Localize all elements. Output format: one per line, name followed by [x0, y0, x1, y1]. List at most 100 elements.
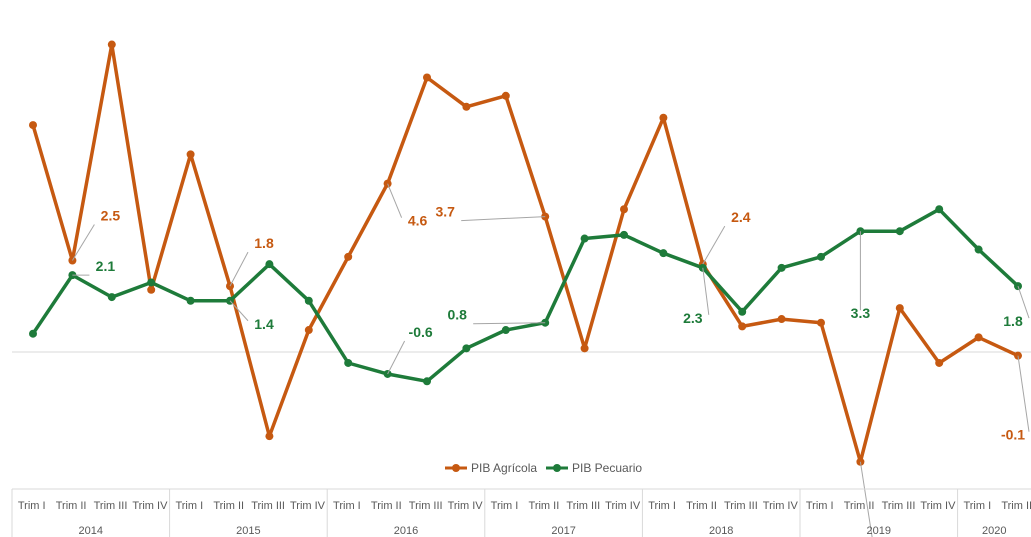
- data-point: [817, 253, 825, 261]
- leader-line: [230, 252, 248, 286]
- data-point: [29, 121, 37, 129]
- x-tick-label: Trim IV: [920, 500, 956, 512]
- leader-line: [461, 217, 545, 221]
- data-point: [935, 359, 943, 367]
- series-line-1: [33, 209, 1018, 381]
- data-label: -0.6: [409, 324, 433, 340]
- data-point: [620, 231, 628, 239]
- data-point: [659, 114, 667, 122]
- x-tick-label: Trim II: [213, 500, 244, 512]
- data-point: [29, 330, 37, 338]
- data-label: 2.4: [731, 209, 751, 225]
- x-tick-label: Trim IV: [448, 500, 484, 512]
- x-year-label: 2020: [982, 525, 1006, 537]
- data-point: [147, 286, 155, 294]
- data-point: [423, 74, 431, 82]
- x-tick-label: Trim III: [724, 500, 758, 512]
- x-year-label: 2015: [236, 525, 260, 537]
- x-tick-label: Trim IV: [290, 500, 326, 512]
- leader-line: [703, 226, 725, 264]
- x-tick-label: Trim I: [175, 500, 203, 512]
- data-point: [187, 297, 195, 305]
- x-tick-label: Trim II: [844, 500, 875, 512]
- data-point: [778, 264, 786, 272]
- data-point: [462, 103, 470, 111]
- legend-entry: PIB Pecuario: [572, 461, 642, 475]
- legend: PIB Agrícola PIB Pecuario: [445, 461, 642, 475]
- data-point: [817, 319, 825, 327]
- x-tick-label: Trim I: [963, 500, 991, 512]
- x-tick-label: Trim III: [251, 500, 285, 512]
- x-tick-label: Trim I: [806, 500, 834, 512]
- legend-entry: PIB Agrícola: [471, 461, 537, 475]
- x-tick-label: Trim II: [56, 500, 87, 512]
- x-tick-label: Trim I: [648, 500, 676, 512]
- x-tick-label: Trim III: [566, 500, 600, 512]
- x-year-label: 2018: [709, 525, 733, 537]
- leader-line: [388, 341, 405, 374]
- data-point: [738, 322, 746, 330]
- data-label: 2.5: [101, 208, 121, 224]
- x-tick-label: Trim IV: [132, 500, 168, 512]
- data-point: [896, 304, 904, 312]
- data-label: -0.1: [1001, 427, 1025, 443]
- x-tick-label: Trim I: [18, 500, 46, 512]
- data-point: [620, 205, 628, 213]
- data-label: 3.7: [435, 204, 455, 220]
- legend-swatch-marker: [553, 464, 561, 472]
- data-label: 0.8: [447, 307, 467, 323]
- x-axis: Trim I Trim II Trim III Trim IV 2014 Trim I Tr…: [12, 489, 1031, 537]
- data-point: [738, 308, 746, 316]
- data-point: [935, 205, 943, 213]
- data-point: [896, 227, 904, 235]
- data-point: [659, 249, 667, 257]
- x-tick-label: Trim III: [94, 500, 128, 512]
- data-point: [108, 293, 116, 301]
- data-point: [778, 315, 786, 323]
- x-tick-label: Trim II: [1001, 500, 1031, 512]
- data-point: [147, 278, 155, 286]
- x-year-label: 2017: [551, 525, 575, 537]
- x-tick-label: Trim II: [371, 500, 402, 512]
- data-point: [265, 260, 273, 268]
- data-label: 1.8: [254, 235, 274, 251]
- data-label: 1.4: [254, 316, 274, 332]
- series-line-0: [33, 45, 1018, 462]
- x-tick-label: Trim IV: [763, 500, 799, 512]
- data-label: 2.3: [683, 310, 703, 326]
- data-point: [305, 326, 313, 334]
- data-label: 3.3: [851, 305, 871, 321]
- x-year-label: 2019: [867, 525, 891, 537]
- data-point: [344, 253, 352, 261]
- data-point: [423, 377, 431, 385]
- x-tick-label: Trim III: [409, 500, 443, 512]
- x-tick-label: Trim II: [529, 500, 560, 512]
- data-point: [581, 235, 589, 243]
- leader-line: [388, 184, 402, 218]
- data-label: 4.6: [408, 213, 428, 229]
- x-tick-label: Trim III: [882, 500, 916, 512]
- x-tick-label: Trim IV: [605, 500, 641, 512]
- data-point: [305, 297, 313, 305]
- data-point: [108, 41, 116, 49]
- leader-line: [1018, 356, 1029, 432]
- data-point: [975, 246, 983, 254]
- x-year-label: 2016: [394, 525, 418, 537]
- data-point: [344, 359, 352, 367]
- series-layer: [29, 41, 1022, 466]
- data-point: [502, 92, 510, 100]
- x-tick-label: Trim II: [686, 500, 717, 512]
- data-point: [975, 333, 983, 341]
- data-point: [462, 344, 470, 352]
- data-label: 1.8: [1003, 313, 1023, 329]
- legend-swatch-marker: [452, 464, 460, 472]
- data-label: 2.1: [96, 258, 116, 274]
- data-point: [187, 150, 195, 158]
- x-tick-label: Trim I: [491, 500, 519, 512]
- data-point: [265, 432, 273, 440]
- x-tick-label: Trim I: [333, 500, 361, 512]
- data-point: [581, 344, 589, 352]
- x-year-label: 2014: [79, 525, 103, 537]
- data-point: [502, 326, 510, 334]
